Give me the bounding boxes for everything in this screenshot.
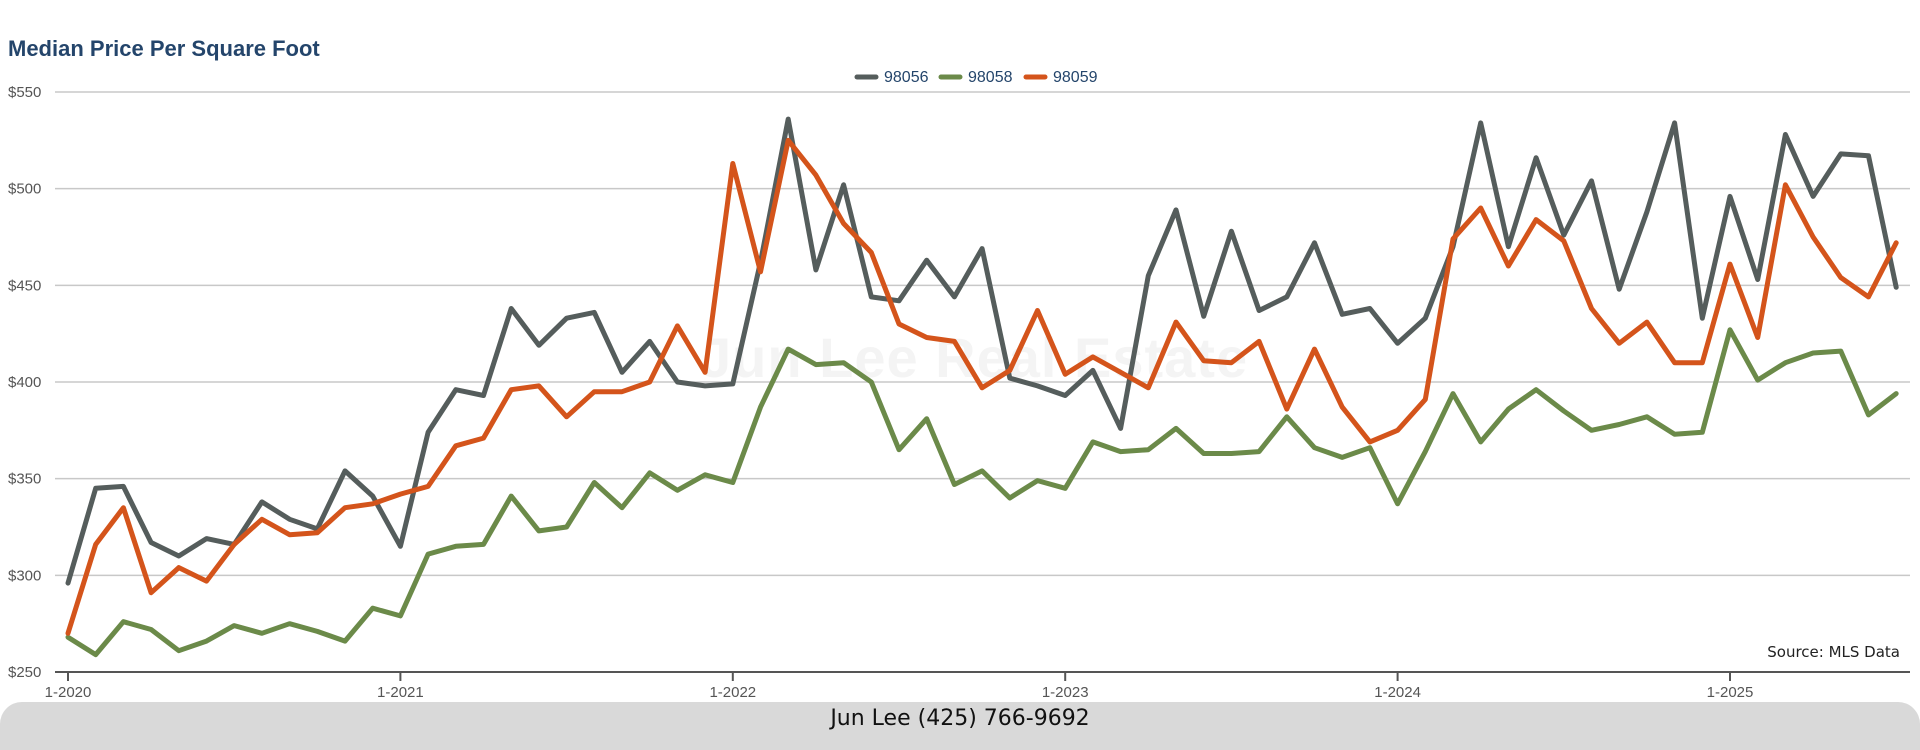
series-line-98056	[65, 116, 1899, 586]
gridlines	[55, 91, 1910, 577]
x-tick-label: 1-2020	[45, 684, 92, 701]
watermark-text: Jun Lee Real Estate	[700, 326, 1249, 389]
legend-label-98056: 98056	[884, 69, 929, 86]
source-note: Source: MLS Data	[1767, 643, 1900, 661]
line-chart: $250$300$350$400$450$500$550 1-2020 1-202…	[8, 69, 1910, 701]
x-tick-label: 1-2023	[1042, 684, 1089, 701]
y-tick-label: $500	[8, 181, 41, 198]
series-lines	[65, 116, 1899, 658]
y-tick-label: $300	[8, 567, 41, 584]
legend-label-98059: 98059	[1053, 69, 1098, 86]
chart-title: Median Price Per Square Foot	[8, 36, 320, 61]
y-tick-label: $450	[8, 277, 41, 294]
x-tick-label: 1-2025	[1707, 684, 1754, 701]
x-axis: 1-2020 1-2021 1-2022 1-2023 1-2024 1-2025	[45, 671, 1910, 701]
legend: 98056 98058 98059	[854, 69, 1098, 86]
series-line-98059	[65, 137, 1899, 636]
y-tick-label: $250	[8, 664, 41, 681]
y-axis-tick-labels: $250 $300 $350 $400 $450 $500 $550	[8, 84, 41, 681]
x-tick-label: 1-2024	[1374, 684, 1421, 701]
x-tick-label: 1-2021	[377, 684, 424, 701]
legend-label-98058: 98058	[968, 69, 1013, 86]
x-tick-label: 1-2022	[709, 684, 756, 701]
footer-bar	[0, 702, 1920, 750]
series-line-98058	[65, 327, 1899, 658]
footer-contact: Jun Lee (425) 766-9692	[830, 706, 1090, 731]
y-tick-label: $350	[8, 471, 41, 488]
y-tick-label: $400	[8, 374, 41, 391]
y-tick-label: $550	[8, 84, 41, 101]
